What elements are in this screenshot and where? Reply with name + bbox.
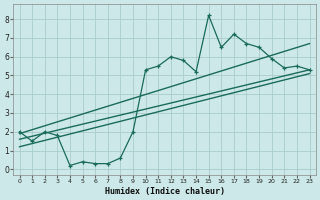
X-axis label: Humidex (Indice chaleur): Humidex (Indice chaleur) bbox=[105, 187, 225, 196]
